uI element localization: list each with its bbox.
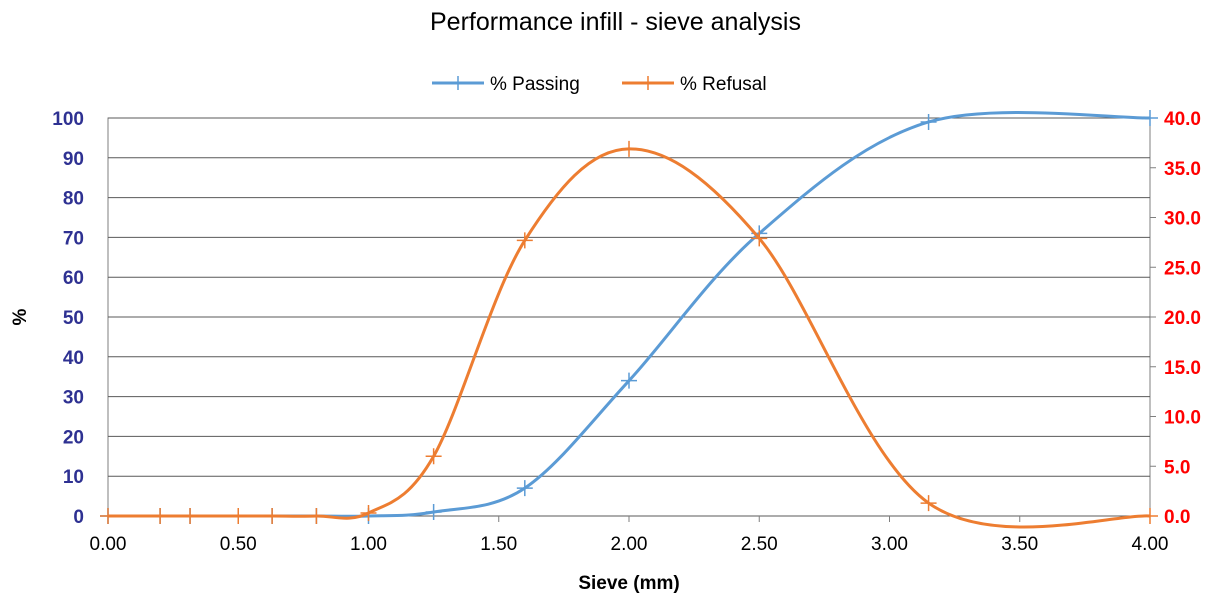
x-tick-label: 2.00 <box>611 534 648 555</box>
y-right-tick-label: 40.0 <box>1164 109 1201 130</box>
x-tick-label: 1.50 <box>480 534 517 555</box>
chart-title: Performance infill - sieve analysis <box>430 8 801 36</box>
y-left-tick-label: 60 <box>63 268 84 289</box>
x-tick-label: 3.50 <box>1001 534 1038 555</box>
y-right-tick-label: 0.0 <box>1164 507 1190 528</box>
series-line-1 <box>107 110 1151 518</box>
data-point-2 <box>230 508 247 524</box>
y-right-tick-label: 35.0 <box>1164 159 1201 180</box>
data-point-2 <box>1142 508 1158 524</box>
y-left-tick-label: 0 <box>73 507 84 528</box>
data-point-2 <box>308 508 325 524</box>
data-point-2 <box>621 140 637 157</box>
y-left-tick-label: 30 <box>63 388 84 409</box>
x-axis-title: Sieve (mm) <box>578 573 679 594</box>
data-point-1 <box>621 372 637 389</box>
x-tick-label: 1.00 <box>350 534 387 555</box>
legend-marker-2 <box>641 76 655 90</box>
y-left-tick-label: 80 <box>63 189 84 210</box>
data-point-2 <box>264 508 281 524</box>
y-right-tick-label: 5.0 <box>1164 457 1190 478</box>
data-point-1 <box>516 480 533 497</box>
data-point-2 <box>920 495 937 512</box>
x-tick-label: 3.00 <box>871 534 908 555</box>
legend-marker-1 <box>451 76 465 90</box>
y-left-tick-label: 100 <box>52 109 84 130</box>
series-line-2 <box>107 147 1151 529</box>
data-point-2 <box>152 508 169 524</box>
y-right-tick-label: 20.0 <box>1164 308 1201 329</box>
x-tick-label: 2.50 <box>741 534 778 555</box>
y-left-tick-label: 90 <box>63 149 84 170</box>
y-left-tick-label: 70 <box>63 228 84 249</box>
legend-label-2: % Refusal <box>680 74 767 95</box>
data-point-2 <box>360 505 377 522</box>
y-left-tick-label: 40 <box>63 348 84 369</box>
y-right-tick-label: 25.0 <box>1164 258 1201 279</box>
data-point-1 <box>425 504 442 521</box>
y-axis-title: % <box>10 308 31 325</box>
data-point-2 <box>182 508 199 524</box>
x-tick-label: 0.00 <box>90 534 127 555</box>
y-right-tick-label: 10.0 <box>1164 408 1201 429</box>
legend-label-1: % Passing <box>490 74 580 95</box>
y-left-tick-label: 10 <box>63 467 84 488</box>
data-point-2 <box>100 508 116 524</box>
y-right-tick-label: 30.0 <box>1164 209 1201 230</box>
data-point-1 <box>1142 110 1158 126</box>
data-point-2 <box>425 448 442 465</box>
x-tick-label: 4.00 <box>1132 534 1169 555</box>
data-point-2 <box>751 230 768 247</box>
data-point-1 <box>920 113 937 130</box>
y-left-tick-label: 50 <box>63 308 84 329</box>
y-left-tick-label: 20 <box>63 427 84 448</box>
data-point-2 <box>516 232 533 249</box>
y-right-tick-label: 15.0 <box>1164 358 1201 379</box>
x-tick-label: 0.50 <box>220 534 257 555</box>
